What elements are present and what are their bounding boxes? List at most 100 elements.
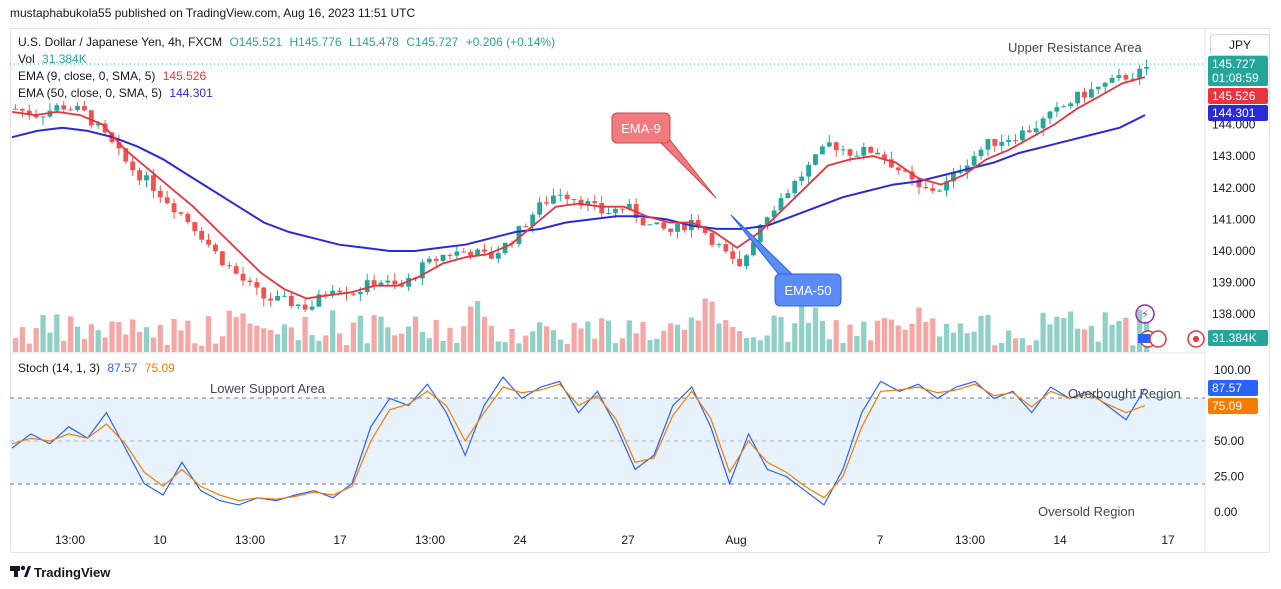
- volume-bar: [992, 345, 998, 352]
- volume-bar: [647, 340, 653, 352]
- candle-body: [288, 295, 294, 307]
- ema9-label: EMA (9, close, 0, SMA, 5): [18, 69, 156, 83]
- candle-body: [923, 187, 929, 189]
- candle-body: [302, 304, 308, 310]
- volume-bar: [143, 327, 150, 352]
- volume-bar: [54, 314, 60, 352]
- volume-bar: [868, 340, 874, 352]
- candle-body: [1026, 130, 1032, 133]
- volume-bar: [805, 322, 812, 352]
- volume-bar: [530, 331, 536, 352]
- candle-body: [240, 273, 246, 281]
- volume-bar: [578, 328, 584, 352]
- candle-body: [178, 212, 184, 214]
- price-tick-label: 142.000: [1212, 181, 1256, 195]
- volume-bar: [964, 333, 970, 352]
- stoch-d-line: [11, 383, 1146, 502]
- volume-bar: [323, 335, 329, 352]
- volume-bar: [405, 326, 412, 352]
- volume-bar: [157, 324, 163, 352]
- svg-text:⚡: ⚡: [1141, 309, 1149, 321]
- candle-body: [613, 208, 618, 213]
- ema9-callout: EMA-9: [611, 112, 717, 199]
- candle-body: [1109, 77, 1115, 83]
- candle-body: [785, 193, 791, 199]
- volume-bar: [702, 298, 708, 352]
- candle-body: [1047, 111, 1053, 119]
- volume-bar: [612, 343, 619, 352]
- candle-body: [778, 198, 784, 211]
- candle-body: [1088, 89, 1094, 98]
- volume-bar: [447, 327, 453, 352]
- volume-bar: [557, 339, 563, 352]
- volume-bar: [433, 319, 439, 352]
- time-tick-label: 13:00: [415, 533, 445, 547]
- candle-body: [675, 223, 680, 232]
- volume-bar: [812, 307, 819, 352]
- volume-bar: [1019, 338, 1026, 352]
- candle-body: [54, 105, 60, 111]
- volume-bar: [695, 320, 701, 352]
- candle-body: [316, 294, 322, 307]
- volume-bar: [999, 342, 1005, 352]
- volume-bar: [943, 323, 950, 352]
- volume-bar: [847, 324, 853, 352]
- price-legend: U.S. Dollar / Japanese Yen, 4h, FXCM O14…: [18, 35, 559, 49]
- volume-bar: [757, 340, 763, 352]
- candle-body: [1130, 78, 1136, 80]
- candle-body: [268, 298, 274, 301]
- candle-body: [461, 251, 467, 253]
- volume-bar: [923, 321, 929, 352]
- candle-body: [764, 217, 770, 225]
- volume-bar: [571, 322, 577, 352]
- time-tick-label: 14: [1053, 533, 1067, 547]
- volume-bar: [888, 319, 894, 352]
- candle-body: [213, 244, 218, 252]
- volume-bar: [1116, 320, 1122, 352]
- volume-bar: [502, 342, 508, 352]
- volume-bar: [716, 323, 722, 352]
- volume-bar: [737, 330, 743, 352]
- volume-bar: [233, 317, 239, 352]
- candle-body: [399, 284, 405, 287]
- volume-bar: [723, 320, 729, 352]
- candle-body: [1054, 107, 1060, 112]
- currency-button[interactable]: JPY: [1210, 34, 1270, 56]
- volume-bar: [192, 343, 198, 352]
- candle-body: [682, 223, 687, 231]
- candle-body: [695, 219, 701, 228]
- candle-body: [226, 265, 232, 267]
- volume-bar: [357, 315, 363, 352]
- volume-bar: [626, 320, 632, 352]
- candle-body: [868, 146, 874, 153]
- candle-body: [930, 188, 936, 191]
- time-tick-label: 17: [1161, 533, 1175, 547]
- volume-bar: [171, 319, 177, 352]
- candle-body: [1123, 75, 1129, 80]
- stoch-tick-label: 100.00: [1214, 363, 1251, 377]
- stoch-k-line: [11, 376, 1146, 506]
- candle-body: [247, 280, 253, 283]
- ema50-label: EMA (50, close, 0, SMA, 5): [18, 86, 163, 100]
- candle-body: [619, 208, 625, 210]
- volume-bar: [1026, 345, 1032, 352]
- volume-bar: [164, 344, 170, 352]
- time-tick-label: 17: [333, 533, 347, 547]
- volume-bar: [199, 345, 205, 352]
- volume-bar: [1102, 312, 1108, 352]
- volume-bar: [564, 343, 570, 352]
- volume-bar: [343, 345, 350, 352]
- overbought-label: Overbought Region: [1068, 386, 1181, 401]
- volume-bar: [1137, 309, 1143, 352]
- volume-bar: [40, 314, 46, 352]
- price-axis-ticks: 144.000 143.000 142.000 141.000 140.000 139.0…: [1212, 118, 1256, 322]
- candle-body: [40, 116, 46, 118]
- volume-bar: [792, 323, 798, 352]
- candle-body: [440, 254, 446, 261]
- stoch-d-value: 75.09: [144, 361, 175, 375]
- volume-bar: [543, 326, 550, 352]
- candle-body: [282, 295, 287, 297]
- volume-bar: [461, 326, 467, 352]
- volume-bar: [937, 336, 943, 352]
- candle-body: [88, 110, 94, 126]
